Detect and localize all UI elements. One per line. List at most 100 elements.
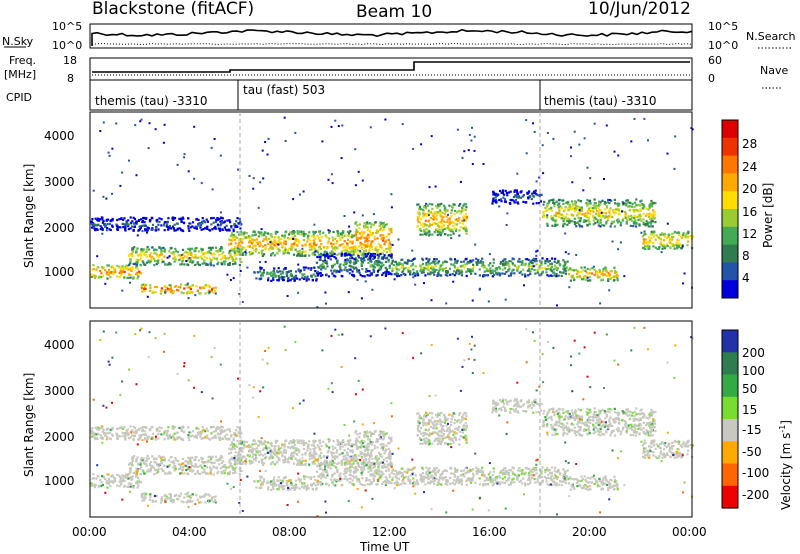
power-cell [523, 284, 525, 287]
power-cell [433, 258, 436, 261]
velocity-cell [177, 498, 180, 501]
power-cell [345, 248, 348, 251]
power-cell [229, 239, 232, 242]
power-cell [186, 251, 189, 254]
power-cell [164, 291, 166, 294]
power-cell [571, 220, 574, 223]
power-cell [592, 219, 595, 222]
power-cell [428, 186, 431, 189]
power-cell [228, 219, 231, 222]
power-cell [440, 267, 443, 270]
velocity-cell [387, 456, 390, 459]
power-cell [597, 212, 600, 215]
velocity-cell [106, 473, 109, 476]
power-cell [255, 248, 258, 251]
power-cell [446, 274, 449, 277]
power-cell [536, 194, 539, 197]
power-cell [346, 258, 349, 261]
power-cell [388, 241, 392, 244]
power-cell [365, 237, 368, 240]
velocity-cell [193, 465, 196, 468]
power-cell [535, 202, 538, 205]
power-cell [191, 221, 195, 224]
power-cell [319, 233, 322, 236]
power-cell [576, 214, 579, 217]
velocity-cell [241, 450, 244, 453]
power-cell [348, 250, 351, 253]
power-cell [367, 261, 370, 264]
power-cbar-tick-28: 28 [742, 137, 757, 151]
power-cell [145, 254, 148, 257]
power-cell [513, 189, 517, 192]
power-cell [539, 200, 542, 203]
velocity-cell [189, 500, 192, 503]
velocity-cell [369, 453, 372, 456]
power-cell [423, 223, 427, 226]
power-cell [611, 215, 614, 219]
velocity-cell [355, 430, 358, 433]
velocity-cell [219, 433, 222, 436]
power-cell [533, 260, 536, 263]
power-cell [567, 252, 570, 255]
velocity-cell [339, 447, 342, 450]
power-cell [200, 182, 203, 185]
power-cell [553, 202, 556, 205]
power-cell [436, 274, 439, 277]
velocity-cell [217, 470, 220, 473]
power-cell [667, 235, 670, 238]
power-cell [181, 260, 184, 263]
velocity-cell [160, 467, 163, 470]
power-cell [207, 250, 211, 253]
velocity-cell [230, 435, 233, 438]
power-cell [456, 266, 460, 270]
power-cell [517, 265, 520, 268]
power-cell [258, 277, 261, 280]
velocity-cell [116, 435, 119, 438]
power-cell [116, 226, 119, 229]
power-cell [643, 230, 646, 233]
power-cell [489, 270, 492, 273]
power-cell [560, 274, 563, 277]
velocity-cell [163, 464, 166, 467]
power-cell [132, 228, 135, 231]
power-cell [520, 263, 523, 266]
power-cell [591, 272, 594, 275]
velocity-cell [350, 456, 353, 460]
power-cell [308, 244, 311, 247]
power-cell [632, 225, 635, 228]
power-cell [220, 222, 223, 226]
power-cell [532, 191, 535, 194]
velocity-cell [125, 473, 128, 476]
velocity-cell [349, 450, 352, 453]
power-cell [349, 254, 352, 257]
power-cell [368, 229, 371, 232]
velocity-cell [166, 434, 169, 438]
power-cell [118, 265, 121, 268]
power-cell [577, 199, 580, 202]
power-cell [376, 253, 379, 257]
power-cell [448, 221, 451, 225]
power-cell [214, 290, 217, 293]
power-cell [568, 286, 571, 289]
power-cell [118, 218, 121, 221]
power-cell [336, 230, 339, 233]
power-cell [229, 279, 232, 281]
velocity-cell [124, 437, 127, 440]
velocity-cell [189, 431, 192, 434]
velocity-cell [97, 475, 100, 478]
power-cell [563, 261, 566, 264]
velocity-cell [194, 458, 197, 462]
velocity-cell [382, 446, 385, 449]
power-cell [574, 201, 577, 204]
velocity-cell [270, 450, 273, 453]
power-cell [549, 274, 552, 277]
power-cell [505, 191, 508, 194]
power-cell [183, 222, 186, 225]
velocity-cell [282, 461, 285, 464]
power-cell [573, 130, 576, 133]
power-cell [191, 247, 194, 250]
power-cell [459, 265, 462, 268]
power-cell [425, 257, 428, 260]
velocity-cell [249, 462, 252, 465]
power-cbar-label: Power [dB] [761, 183, 775, 248]
